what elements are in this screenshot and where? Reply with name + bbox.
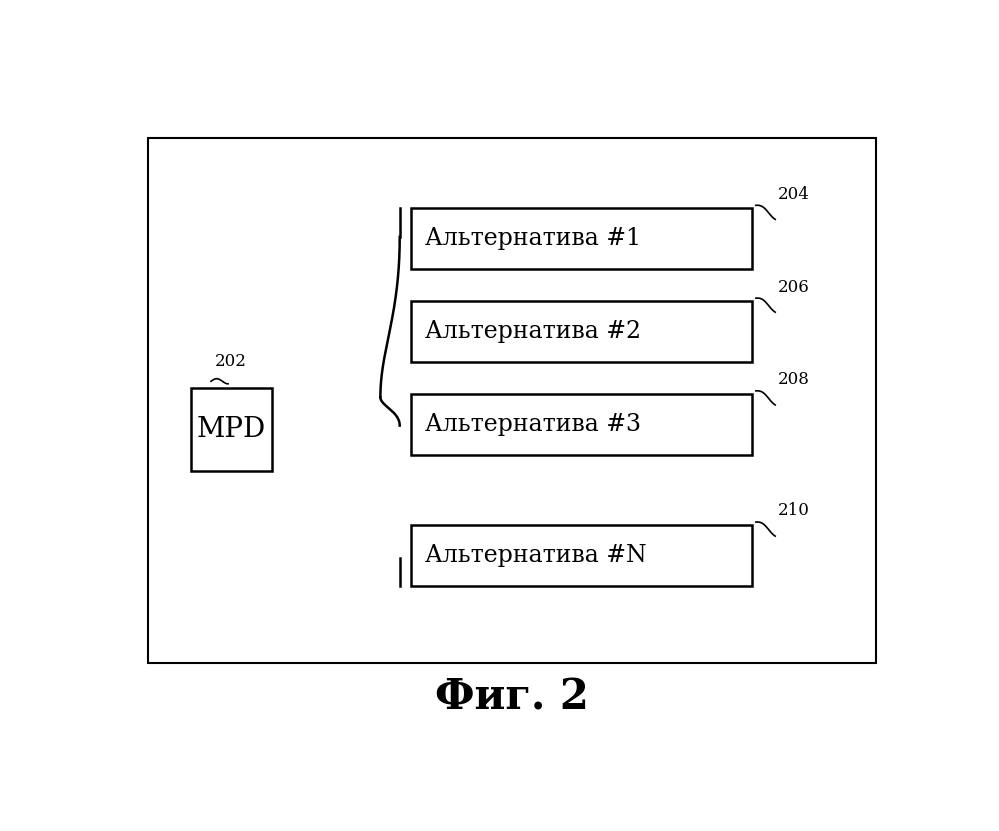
FancyBboxPatch shape [412,525,752,586]
FancyBboxPatch shape [412,394,752,455]
Text: 210: 210 [777,503,809,519]
FancyBboxPatch shape [191,387,272,471]
Text: Фиг. 2: Фиг. 2 [435,677,589,719]
FancyBboxPatch shape [412,209,752,269]
Text: Альтернатива #1: Альтернатива #1 [426,228,641,250]
FancyBboxPatch shape [412,302,752,362]
Text: 204: 204 [777,186,809,203]
FancyBboxPatch shape [148,138,876,663]
Text: Альтернатива #3: Альтернатива #3 [426,413,641,436]
Text: 202: 202 [215,352,247,370]
Text: 206: 206 [777,278,809,296]
Text: MPD: MPD [197,416,266,443]
Text: 208: 208 [777,371,809,388]
Text: Альтернатива #N: Альтернатива #N [426,544,647,567]
Text: Альтернатива #2: Альтернатива #2 [426,320,641,343]
